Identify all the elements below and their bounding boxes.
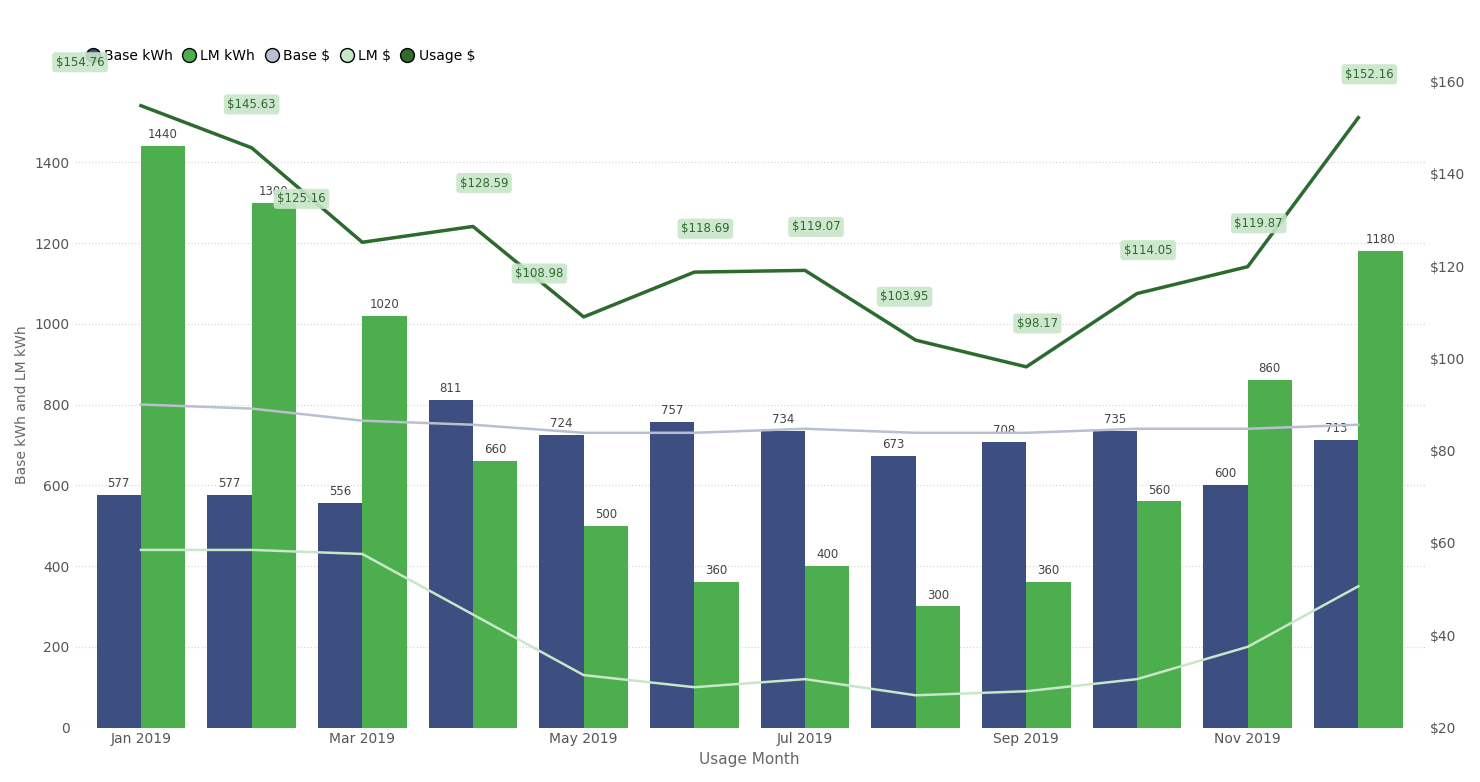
Bar	[1203, 486, 1248, 727]
Text: $128.59: $128.59	[460, 177, 508, 189]
Bar	[694, 583, 739, 727]
Text: 1300: 1300	[259, 185, 289, 198]
Text: $98.17: $98.17	[1017, 317, 1058, 330]
Bar	[761, 431, 805, 727]
Y-axis label: Base kWh and LM kWh: Base kWh and LM kWh	[15, 325, 30, 484]
Text: 556: 556	[329, 485, 351, 498]
Bar	[474, 461, 517, 727]
Text: 735: 735	[1104, 413, 1126, 426]
Bar	[1314, 439, 1359, 727]
Text: $108.98: $108.98	[515, 267, 564, 280]
Text: 708: 708	[993, 424, 1015, 437]
Bar	[539, 436, 583, 727]
Text: 811: 811	[440, 382, 462, 395]
Text: 660: 660	[484, 443, 506, 456]
Text: 1020: 1020	[370, 298, 400, 311]
Bar	[650, 422, 694, 727]
Text: $125.16: $125.16	[277, 192, 326, 206]
Text: 713: 713	[1325, 421, 1347, 435]
Text: 360: 360	[706, 565, 728, 577]
X-axis label: Usage Month: Usage Month	[700, 752, 799, 767]
Text: 400: 400	[815, 548, 838, 561]
Bar	[429, 400, 474, 727]
Bar	[141, 146, 185, 727]
Text: $154.76: $154.76	[56, 56, 105, 69]
Text: 724: 724	[551, 418, 573, 430]
Bar	[96, 494, 141, 727]
Bar	[252, 203, 296, 727]
Bar	[1359, 251, 1403, 727]
Text: $114.05: $114.05	[1123, 244, 1172, 256]
Text: 1440: 1440	[148, 128, 178, 142]
Text: $119.87: $119.87	[1234, 217, 1283, 230]
Bar	[1248, 380, 1292, 727]
Text: 673: 673	[882, 438, 904, 451]
Bar	[872, 456, 916, 727]
Text: $152.16: $152.16	[1345, 68, 1394, 81]
Text: 860: 860	[1258, 363, 1282, 375]
Text: 360: 360	[1037, 565, 1060, 577]
Bar	[916, 606, 961, 727]
Text: $145.63: $145.63	[228, 98, 275, 111]
Bar	[1092, 431, 1137, 727]
Text: $103.95: $103.95	[881, 290, 929, 303]
Text: 600: 600	[1215, 468, 1237, 480]
Text: 500: 500	[595, 508, 617, 521]
Bar	[363, 316, 407, 727]
Text: $118.69: $118.69	[681, 222, 730, 235]
Text: 757: 757	[662, 404, 684, 417]
Text: $119.07: $119.07	[792, 221, 841, 234]
Text: 560: 560	[1148, 483, 1171, 497]
Bar	[983, 442, 1026, 727]
Bar	[1137, 501, 1181, 727]
Bar	[207, 494, 252, 727]
Text: 577: 577	[108, 477, 130, 490]
Text: 734: 734	[771, 414, 795, 426]
Legend: Base kWh, LM kWh, Base $, LM $, Usage $: Base kWh, LM kWh, Base $, LM $, Usage $	[81, 43, 481, 68]
Text: 300: 300	[926, 589, 949, 601]
Text: 1180: 1180	[1366, 233, 1396, 246]
Bar	[805, 566, 850, 727]
Bar	[583, 526, 628, 727]
Bar	[318, 503, 363, 727]
Text: 577: 577	[218, 477, 241, 490]
Bar	[1026, 583, 1070, 727]
